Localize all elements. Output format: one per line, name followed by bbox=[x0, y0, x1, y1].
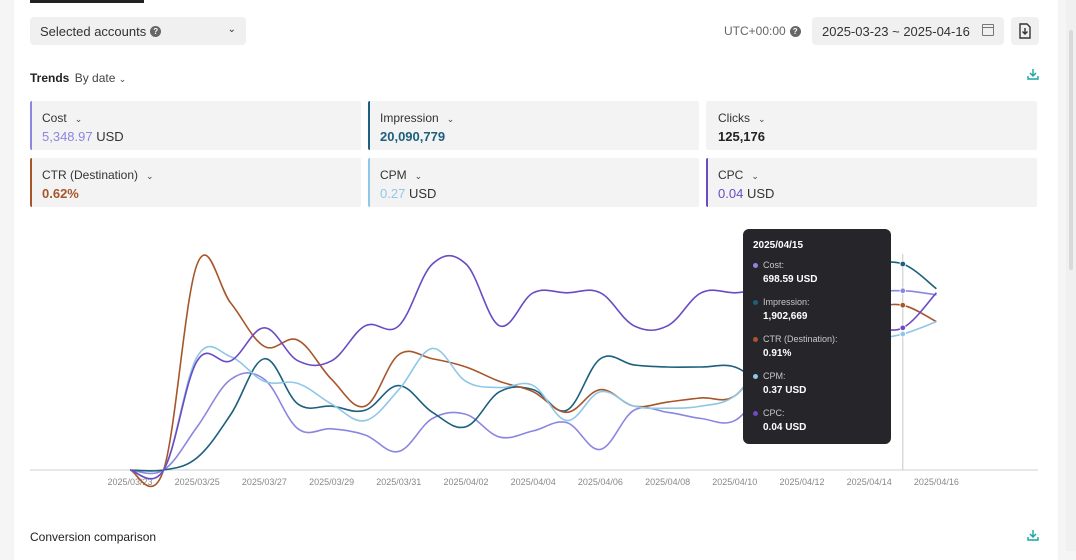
date-range-value: 2025-03-23 ~ 2025-04-16 bbox=[822, 24, 970, 39]
export-button[interactable] bbox=[1011, 17, 1039, 45]
tooltip-label: CTR (Destination): bbox=[763, 334, 838, 344]
metric-value: 5,348.97 bbox=[42, 129, 93, 144]
granularity-select[interactable]: By date ⌄ bbox=[75, 71, 127, 85]
tooltip-value: 0.37 USD bbox=[763, 385, 807, 396]
metric-card-cpm[interactable]: CPM ⌄ 0.27 USD bbox=[368, 158, 699, 207]
chart-tooltip: 2025/04/15 Cost: 698.59 USD Impression: 1,… bbox=[743, 229, 891, 444]
calendar-icon bbox=[982, 24, 994, 36]
metric-card-ctr[interactable]: CTR (Destination) ⌄ 0.62% bbox=[30, 158, 361, 207]
tooltip-row: CPM: 0.37 USD bbox=[753, 371, 881, 408]
tooltip-label: CPM: bbox=[763, 371, 786, 381]
metric-value: 20,090,779 bbox=[380, 129, 446, 144]
download-icon[interactable] bbox=[1026, 67, 1040, 81]
chevron-down-icon[interactable]: ⌄ bbox=[414, 171, 423, 181]
tooltip-value: 1,902,669 bbox=[763, 311, 808, 322]
timezone-help-icon[interactable]: ? bbox=[789, 25, 801, 37]
tooltip-label: CPC: bbox=[763, 408, 785, 418]
tooltip-row: CTR (Destination): 0.91% bbox=[753, 334, 881, 371]
download-icon[interactable] bbox=[1026, 528, 1040, 542]
metric-card-impression[interactable]: Impression ⌄ 20,090,779 bbox=[368, 101, 699, 150]
metric-name: Impression bbox=[380, 111, 439, 125]
granularity-label: By date bbox=[74, 71, 116, 85]
chevron-down-icon: ⌄ bbox=[227, 24, 236, 35]
chevron-down-icon[interactable]: ⌄ bbox=[146, 171, 154, 181]
metric-name: CTR (Destination) bbox=[42, 168, 139, 182]
series-dot-icon bbox=[753, 300, 758, 305]
timezone-label: UTC+00:00 bbox=[724, 24, 786, 38]
accounts-select[interactable]: Selected accounts ? ⌄ bbox=[30, 17, 246, 45]
accounts-select-label: Selected accounts bbox=[40, 23, 147, 39]
metric-unit: USD bbox=[408, 186, 437, 201]
tooltip-value: 0.91% bbox=[763, 348, 792, 359]
metric-value: 0.27 bbox=[380, 186, 406, 201]
timezone: UTC+00:00 ? bbox=[724, 24, 801, 38]
metric-name: Clicks bbox=[718, 111, 750, 125]
metric-unit: USD bbox=[96, 129, 124, 144]
tooltip-label: Impression: bbox=[763, 297, 810, 307]
trends-header: Trends By date ⌄ bbox=[30, 71, 126, 85]
tooltip-row: Impression: 1,902,669 bbox=[753, 297, 881, 334]
trends-title: Trends bbox=[30, 71, 70, 85]
series-dot-icon bbox=[753, 263, 758, 268]
tooltip-label: Cost: bbox=[763, 260, 785, 270]
metric-value: 125,176 bbox=[718, 129, 765, 144]
tooltip-row: CPC: 0.04 USD bbox=[753, 408, 881, 445]
export-file-icon bbox=[1019, 23, 1031, 39]
tooltip-value: 698.59 USD bbox=[763, 274, 818, 285]
chevron-down-icon[interactable]: ⌄ bbox=[758, 114, 766, 124]
metric-unit: USD bbox=[746, 186, 775, 201]
tooltip-value: 0.04 USD bbox=[763, 422, 807, 433]
report-card bbox=[14, 0, 1058, 560]
series-dot-icon bbox=[753, 374, 758, 379]
metric-name: CPM bbox=[380, 168, 407, 182]
metric-value: 0.62% bbox=[42, 186, 79, 201]
metric-card-cpc[interactable]: CPC ⌄ 0.04 USD bbox=[706, 158, 1037, 207]
metric-value: 0.04 bbox=[718, 186, 744, 201]
metric-name: CPC bbox=[718, 168, 744, 182]
series-dot-icon bbox=[753, 411, 758, 416]
active-tab-indicator bbox=[30, 0, 144, 3]
scrollbar-thumb[interactable] bbox=[1069, 30, 1073, 270]
series-dot-icon bbox=[753, 337, 758, 342]
metric-card-clicks[interactable]: Clicks ⌄ 125,176 bbox=[706, 101, 1037, 150]
help-icon[interactable]: ? bbox=[150, 25, 162, 37]
date-range-picker[interactable]: 2025-03-23 ~ 2025-04-16 bbox=[812, 17, 1004, 45]
conversion-comparison-title: Conversion comparison bbox=[30, 530, 157, 544]
scrollbar[interactable] bbox=[1066, 0, 1076, 551]
chevron-down-icon[interactable]: ⌄ bbox=[751, 171, 759, 181]
chevron-down-icon[interactable]: ⌄ bbox=[74, 114, 83, 124]
metric-card-cost[interactable]: Cost ⌄ 5,348.97 USD bbox=[30, 101, 361, 150]
tooltip-date: 2025/04/15 bbox=[753, 240, 804, 251]
metric-name: Cost bbox=[42, 111, 67, 125]
chevron-down-icon: ⌄ bbox=[118, 74, 127, 84]
tooltip-row: Cost: 698.59 USD bbox=[753, 260, 881, 297]
chevron-down-icon[interactable]: ⌄ bbox=[446, 114, 455, 124]
